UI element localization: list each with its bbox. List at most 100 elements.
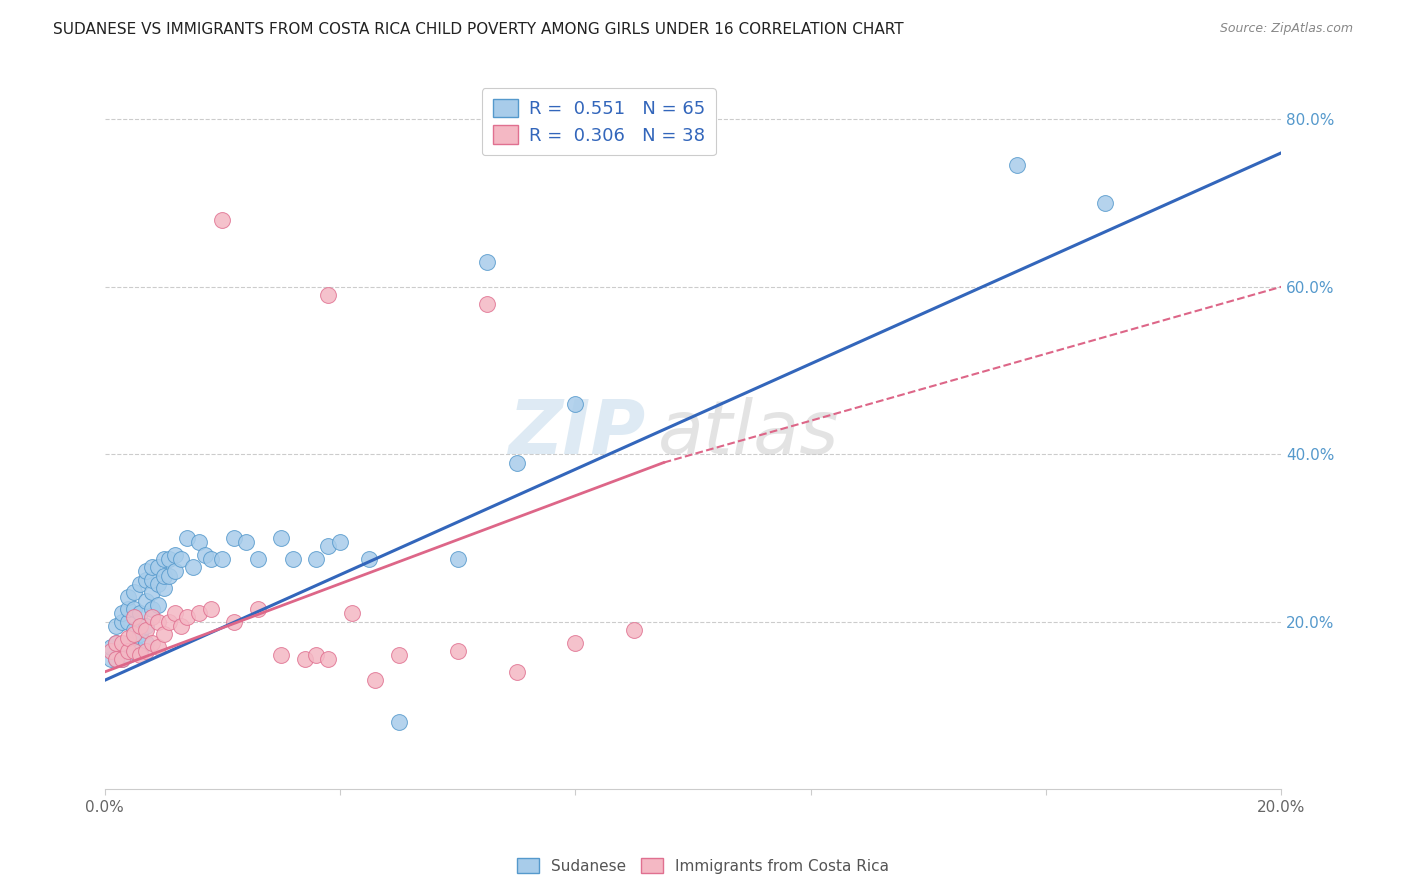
Point	[111, 615, 134, 629]
Point	[235, 535, 257, 549]
Point	[329, 535, 352, 549]
Point	[146, 615, 169, 629]
Point	[105, 635, 128, 649]
Point	[141, 573, 163, 587]
Point	[152, 568, 174, 582]
Text: atlas: atlas	[658, 397, 839, 469]
Point	[165, 607, 187, 621]
Point	[146, 560, 169, 574]
Point	[447, 552, 470, 566]
Point	[505, 456, 527, 470]
Point	[122, 644, 145, 658]
Point	[505, 665, 527, 679]
Point	[135, 623, 157, 637]
Point	[1005, 158, 1028, 172]
Point	[105, 652, 128, 666]
Point	[1094, 196, 1116, 211]
Point	[200, 552, 222, 566]
Point	[117, 602, 139, 616]
Point	[194, 548, 217, 562]
Point	[111, 652, 134, 666]
Point	[141, 560, 163, 574]
Point	[176, 610, 198, 624]
Point	[105, 619, 128, 633]
Point	[623, 623, 645, 637]
Point	[388, 648, 411, 663]
Point	[176, 531, 198, 545]
Point	[122, 623, 145, 637]
Point	[152, 627, 174, 641]
Point	[117, 644, 139, 658]
Text: SUDANESE VS IMMIGRANTS FROM COSTA RICA CHILD POVERTY AMONG GIRLS UNDER 16 CORREL: SUDANESE VS IMMIGRANTS FROM COSTA RICA C…	[53, 22, 904, 37]
Point	[111, 644, 134, 658]
Point	[117, 590, 139, 604]
Point	[100, 644, 122, 658]
Point	[122, 610, 145, 624]
Point	[157, 568, 180, 582]
Point	[564, 635, 586, 649]
Point	[111, 607, 134, 621]
Point	[224, 531, 246, 545]
Point	[146, 598, 169, 612]
Point	[135, 573, 157, 587]
Point	[316, 288, 339, 302]
Point	[305, 648, 328, 663]
Point	[129, 619, 152, 633]
Point	[117, 615, 139, 629]
Point	[200, 602, 222, 616]
Point	[105, 652, 128, 666]
Point	[475, 254, 498, 268]
Point	[122, 635, 145, 649]
Point	[564, 397, 586, 411]
Point	[135, 635, 157, 649]
Point	[141, 585, 163, 599]
Point	[165, 548, 187, 562]
Point	[152, 581, 174, 595]
Point	[117, 648, 139, 663]
Text: Source: ZipAtlas.com: Source: ZipAtlas.com	[1219, 22, 1353, 36]
Point	[141, 602, 163, 616]
Point	[141, 610, 163, 624]
Point	[246, 602, 269, 616]
Legend: R =  0.551   N = 65, R =  0.306   N = 38: R = 0.551 N = 65, R = 0.306 N = 38	[482, 88, 716, 155]
Point	[129, 607, 152, 621]
Point	[152, 552, 174, 566]
Point	[270, 531, 292, 545]
Point	[111, 652, 134, 666]
Point	[129, 627, 152, 641]
Point	[135, 619, 157, 633]
Legend: Sudanese, Immigrants from Costa Rica: Sudanese, Immigrants from Costa Rica	[510, 852, 896, 880]
Point	[122, 644, 145, 658]
Point	[135, 593, 157, 607]
Point	[117, 632, 139, 646]
Point	[224, 615, 246, 629]
Point	[305, 552, 328, 566]
Point	[359, 552, 381, 566]
Text: ZIP: ZIP	[509, 397, 645, 470]
Point	[117, 635, 139, 649]
Point	[100, 640, 122, 654]
Point	[100, 652, 122, 666]
Point	[246, 552, 269, 566]
Point	[111, 635, 134, 649]
Point	[364, 673, 387, 688]
Point	[170, 552, 193, 566]
Point	[129, 577, 152, 591]
Point	[105, 635, 128, 649]
Point	[316, 539, 339, 553]
Point	[129, 648, 152, 663]
Point	[388, 715, 411, 730]
Point	[146, 640, 169, 654]
Point	[170, 619, 193, 633]
Point	[122, 602, 145, 616]
Point	[294, 652, 316, 666]
Point	[270, 648, 292, 663]
Point	[281, 552, 304, 566]
Point	[165, 565, 187, 579]
Point	[211, 212, 233, 227]
Point	[187, 607, 209, 621]
Point	[157, 552, 180, 566]
Point	[146, 577, 169, 591]
Point	[157, 615, 180, 629]
Point	[135, 644, 157, 658]
